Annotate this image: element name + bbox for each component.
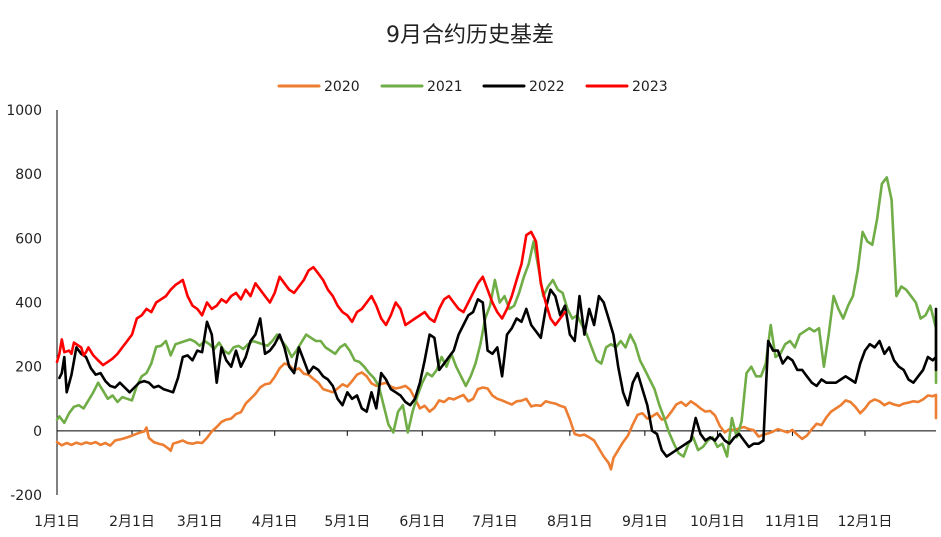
- series-line-2021: [55, 176, 938, 458]
- y-tick-label: 400: [15, 296, 42, 312]
- x-tick-label: 8月1日: [547, 514, 593, 530]
- plot-series: [55, 176, 938, 471]
- legend-label-2022: 2022: [529, 79, 565, 95]
- x-tick-label: 3月1日: [177, 514, 223, 530]
- x-tick-label: 12月1日: [838, 514, 893, 530]
- x-tick-label: 10月1日: [690, 514, 745, 530]
- y-tick-label: -200: [10, 488, 42, 504]
- x-axis: 1月1日 2月1日 3月1日 4月1日 5月1日 6月1日 7月1日 8月1日 9月1日 10月1…: [34, 430, 936, 530]
- y-tick-label: 1000: [6, 103, 42, 119]
- series-line-2023: [55, 230, 567, 367]
- y-axis: -200 0 200 400 600 800 1000: [6, 103, 58, 504]
- x-tick-label: 7月1日: [472, 514, 518, 530]
- x-tick-label: 4月1日: [252, 514, 298, 530]
- x-tick-label: 1月1日: [34, 514, 80, 530]
- series-line-2022: [58, 288, 938, 458]
- chart-legend: 2020 2021 2022 2023: [277, 79, 668, 95]
- legend-label-2023: 2023: [632, 79, 668, 95]
- y-tick-label: 600: [15, 231, 42, 247]
- series-line-2020: [55, 362, 938, 471]
- y-tick-label: 0: [33, 424, 42, 440]
- x-tick-label: 2月1日: [109, 514, 155, 530]
- x-tick-label: 6月1日: [399, 514, 445, 530]
- y-tick-label: 200: [15, 360, 42, 376]
- legend-label-2020: 2020: [324, 79, 360, 95]
- x-tick-label: 9月1日: [622, 514, 668, 530]
- legend-label-2021: 2021: [427, 79, 463, 95]
- y-tick-label: 800: [15, 167, 42, 183]
- chart-title: 9月合约历史基差: [386, 23, 554, 48]
- x-tick-label: 5月1日: [324, 514, 370, 530]
- x-tick-label: 11月1日: [765, 514, 820, 530]
